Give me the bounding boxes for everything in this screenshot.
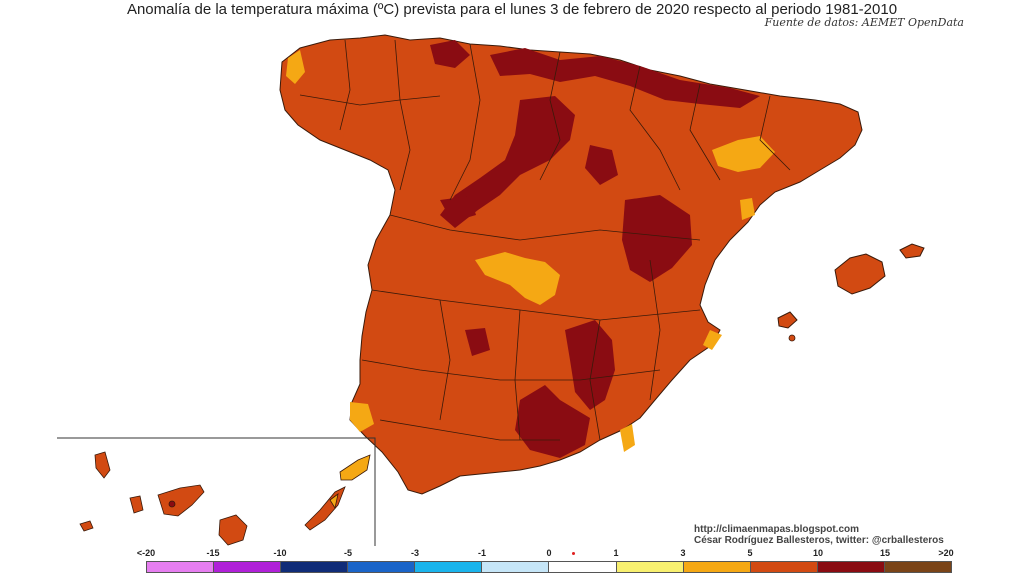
legend-label: 5	[747, 548, 753, 558]
legend-swatch	[214, 562, 282, 572]
legend-label: <-20	[136, 548, 156, 558]
legend-color-bar	[146, 561, 952, 573]
legend-swatch	[281, 562, 349, 572]
legend-swatch	[884, 562, 951, 572]
legend-swatch	[415, 562, 483, 572]
legend-labels: <-20 -15 -10 -5 -3 -1 0 1 3 5 10 15 >20	[137, 548, 954, 560]
hot-anomaly-areas	[430, 40, 760, 458]
legend-label: -15	[206, 548, 220, 558]
legend-swatch	[616, 562, 684, 572]
province-borders	[299, 39, 791, 441]
zero-marker-dot	[572, 552, 575, 555]
legend-label: 10	[812, 548, 824, 558]
ibiza	[777, 311, 798, 329]
legend-swatch	[817, 562, 885, 572]
canary-inset-frame	[57, 437, 376, 546]
canary-islands	[79, 451, 371, 546]
legend-swatch	[348, 562, 416, 572]
map-title: Anomalía de la temperatura máxima (ºC) p…	[126, 1, 898, 18]
legend-label: 0	[546, 548, 552, 558]
legend-label: 1	[613, 548, 619, 558]
legend-label: 15	[879, 548, 891, 558]
legend-swatch	[750, 562, 818, 572]
mallorca	[834, 253, 886, 295]
formentera	[788, 334, 796, 342]
legend-swatch	[482, 562, 550, 572]
legend-label: -3	[410, 548, 420, 558]
legend-label: -1	[477, 548, 487, 558]
credits-author: César Rodríguez Ballesteros, twitter: @c…	[694, 535, 944, 546]
legend-label: -5	[343, 548, 353, 558]
legend-swatch	[549, 562, 617, 572]
credits: http://climaenmapas.blogspot.com César R…	[694, 524, 944, 546]
legend-swatch	[683, 562, 751, 572]
legend-label: 3	[680, 548, 686, 558]
legend: <-20 -15 -10 -5 -3 -1 0 1 3 5 10 15 >20	[137, 548, 954, 576]
data-source: Fuente de datos: AEMET OpenData	[764, 16, 964, 29]
legend-label: >20	[938, 548, 954, 558]
menorca	[899, 243, 925, 259]
mild-anomaly-areas	[286, 50, 775, 452]
legend-swatch	[147, 562, 215, 572]
credits-url[interactable]: http://climaenmapas.blogspot.com	[694, 524, 860, 535]
legend-label: -10	[273, 548, 287, 558]
